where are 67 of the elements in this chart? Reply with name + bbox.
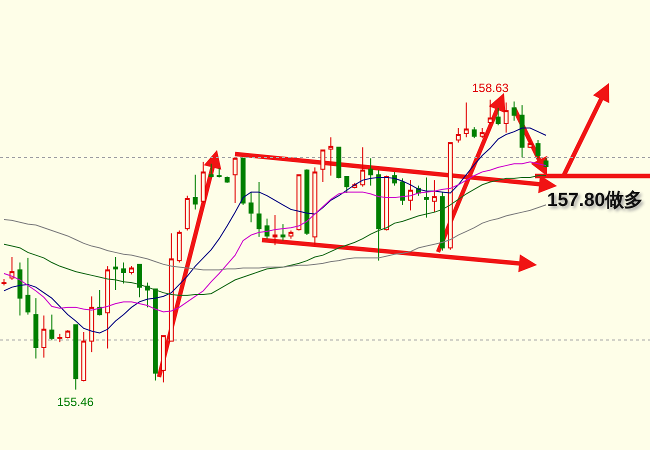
- candlestick: [440, 192, 445, 252]
- candlestick: [488, 99, 493, 125]
- candlestick: [400, 178, 405, 206]
- candlestick: [328, 136, 334, 176]
- candlestick: [216, 168, 222, 178]
- candlestick: [544, 158, 548, 168]
- candlestick: [121, 262, 126, 284]
- annotation: 155.46: [57, 395, 94, 409]
- candlestick: [105, 266, 110, 349]
- candlestick: [520, 104, 525, 158]
- candlestick: [73, 324, 78, 390]
- candlestick: [65, 330, 70, 339]
- candlestick: [424, 176, 429, 218]
- candlestick: [408, 180, 413, 211]
- candlestick: [10, 256, 14, 280]
- candlestick: [336, 146, 342, 179]
- candlestick: [192, 174, 198, 210]
- candlestick: [33, 298, 38, 360]
- candlestick: [432, 180, 437, 213]
- candlestick: [504, 102, 509, 134]
- candlestick: [160, 335, 166, 383]
- candlestick: [496, 107, 501, 126]
- candlestick: [97, 289, 102, 316]
- candlestick: [528, 139, 533, 149]
- candlestick: [25, 257, 30, 316]
- candlestick: [312, 166, 318, 246]
- candlestick: [240, 158, 246, 206]
- candlestick: [57, 333, 62, 343]
- candlestick: [456, 128, 461, 144]
- candlestick: [360, 146, 366, 188]
- candlestick: [264, 218, 270, 240]
- candlestick: [129, 266, 134, 275]
- candlestick: [272, 214, 278, 246]
- candlestick: [464, 102, 469, 138]
- annotation: 157.80做多: [547, 190, 644, 211]
- candlestick: [280, 224, 286, 242]
- candlestick: [176, 230, 182, 263]
- candlestick: [248, 192, 254, 223]
- candlestick: [200, 161, 206, 204]
- candlestick: [208, 163, 214, 178]
- candlestick: [232, 158, 238, 204]
- candlestick: [320, 150, 326, 183]
- candlestick: [49, 314, 54, 341]
- candlestick: [448, 142, 453, 250]
- candlestick: [224, 176, 230, 184]
- candlestick: [184, 195, 190, 231]
- candlestick: [344, 176, 350, 194]
- candlestick: [376, 170, 382, 262]
- candlestick: [41, 315, 46, 358]
- candlestick: [17, 262, 22, 316]
- candlestick: [472, 126, 477, 139]
- candlestick: [480, 128, 485, 139]
- candlestick: [256, 182, 262, 238]
- candlestick: [296, 174, 302, 231]
- candlestick: [304, 168, 310, 236]
- candlestick: [137, 264, 142, 298]
- candlestick: [384, 175, 390, 231]
- candlestick: [512, 101, 517, 122]
- candlestick: [536, 139, 540, 159]
- candlestick: [152, 288, 158, 381]
- candlestick: [113, 256, 118, 290]
- annotation: 158.63: [472, 81, 510, 95]
- candlestick: [89, 296, 94, 353]
- candlestick: [81, 332, 86, 382]
- candlestick: [368, 158, 374, 186]
- candlestick: [168, 232, 174, 342]
- candlestick: [288, 230, 294, 240]
